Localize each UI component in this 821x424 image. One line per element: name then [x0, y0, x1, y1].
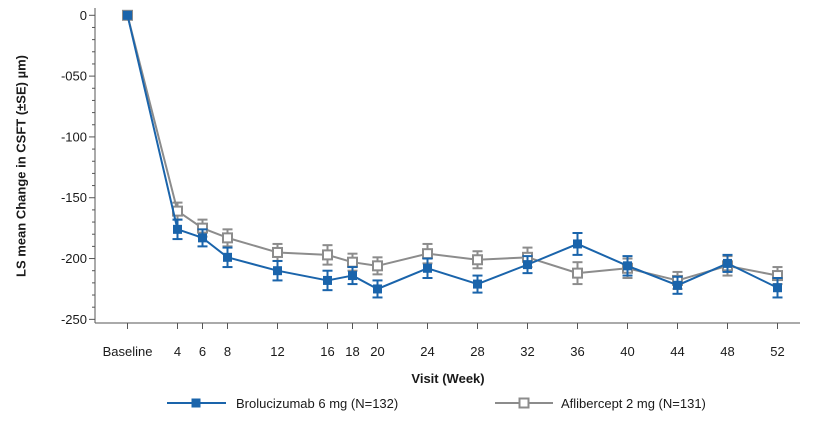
series-1-marker: [623, 261, 632, 271]
x-tick-label: 52: [770, 344, 784, 359]
legend-marker-1: [191, 398, 201, 408]
series-1-marker: [373, 284, 382, 294]
series-1-marker: [723, 258, 732, 268]
series-2: [122, 9, 783, 290]
y-tick-label: -050: [61, 69, 87, 84]
series-1-marker: [123, 10, 132, 20]
x-tick-label: 32: [520, 344, 534, 359]
series-1-marker: [273, 266, 282, 276]
y-tick-label: 0: [80, 8, 87, 23]
x-tick-label: 20: [370, 344, 384, 359]
x-tick-label: 16: [320, 344, 334, 359]
series-2-marker: [347, 256, 358, 268]
y-tick-label: -200: [61, 251, 87, 266]
legend-item-1: Brolucizumab 6 mg (N=132): [167, 396, 398, 411]
series-2-marker: [472, 254, 483, 266]
series-2-line: [126, 15, 778, 282]
x-tick-label: 18: [345, 344, 359, 359]
x-tick-label: 40: [620, 344, 634, 359]
series-1-marker: [323, 275, 332, 285]
legend-label-1: Brolucizumab 6 mg (N=132): [236, 396, 398, 411]
series-1-marker: [673, 280, 682, 290]
series-2-marker: [572, 267, 583, 279]
y-tick-label: -150: [61, 190, 87, 205]
x-axis: Baseline 4 6 8 12 16 18 20 24 28 32 36 40 44 48 52: [95, 322, 800, 359]
series-1-marker: [173, 224, 182, 234]
series-2-marker: [372, 260, 383, 272]
x-tick-label: 12: [270, 344, 284, 359]
legend-label-2: Aflibercept 2 mg (N=131): [561, 396, 706, 411]
series-2-marker: [322, 249, 333, 261]
legend: Brolucizumab 6 mg (N=132) Aflibercept 2 …: [167, 396, 706, 411]
x-tick-label: 24: [420, 344, 434, 359]
series-1-marker: [423, 263, 432, 273]
legend-item-2: Aflibercept 2 mg (N=131): [495, 396, 706, 411]
x-tick-label: 8: [224, 344, 231, 359]
y-tick-label: -250: [61, 312, 87, 327]
legend-marker-2: [518, 397, 530, 409]
series-2-marker: [272, 246, 283, 258]
series-1-marker: [198, 233, 207, 243]
y-axis-title: LS mean Change in CSFT (±SE) µm): [13, 55, 28, 277]
x-tick-label: 48: [720, 344, 734, 359]
series-2-marker: [222, 232, 233, 244]
x-tick-label: 28: [470, 344, 484, 359]
series-2-marker: [422, 248, 433, 260]
y-tick-label: -100: [61, 129, 87, 144]
series-1-marker: [473, 279, 482, 289]
x-axis-title: Visit (Week): [411, 371, 484, 386]
series-1-marker: [523, 260, 532, 270]
plot-series: [122, 9, 783, 299]
x-tick-label: 4: [174, 344, 181, 359]
series-1-marker: [573, 239, 582, 249]
x-tick-label: 44: [670, 344, 684, 359]
x-tick-label: Baseline: [103, 344, 153, 359]
x-tick-label: 36: [570, 344, 584, 359]
series-1: [123, 10, 783, 299]
series-1-marker: [348, 271, 357, 281]
series-1-marker: [773, 283, 782, 293]
y-axis: 0 -050 -100 -150 -200 -250: [61, 8, 96, 327]
x-tick-label: 6: [199, 344, 206, 359]
series-1-marker: [223, 252, 232, 262]
series-1-line: [126, 15, 778, 290]
